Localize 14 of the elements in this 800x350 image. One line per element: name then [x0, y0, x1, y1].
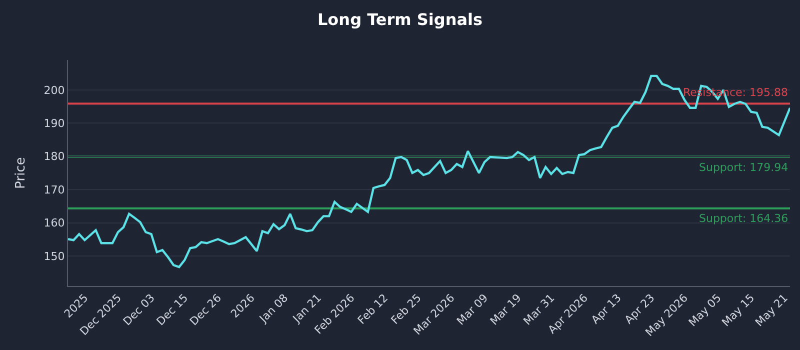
chart-title: Long Term Signals: [317, 10, 483, 30]
ref-line-label: Support: 179.94: [699, 161, 788, 174]
y-tick-label: 190: [44, 117, 65, 130]
y-tick-label: 160: [44, 216, 65, 230]
x-tick-label: Feb 12: [355, 292, 391, 327]
x-tick-label: Jan 08: [256, 292, 291, 326]
y-tick-label: 200: [44, 84, 65, 97]
y-axis-title: Price: [14, 157, 29, 189]
line-series: [68, 74, 790, 268]
y-tick-label: 150: [44, 250, 65, 263]
y-tick-label: 170: [44, 183, 65, 196]
ref-line-label: Support: 164.36: [699, 212, 788, 225]
x-tick-label: Apr 13: [588, 292, 624, 327]
y-tick-label: 180: [44, 150, 65, 164]
